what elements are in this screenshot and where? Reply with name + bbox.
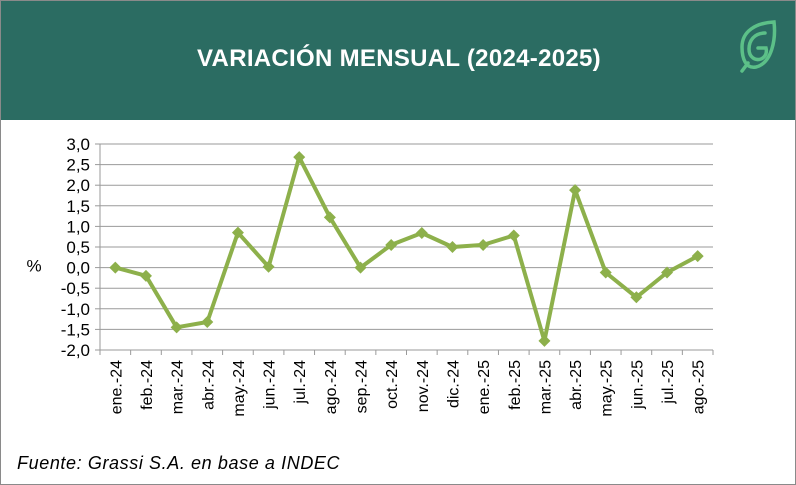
source-note: Fuente: Grassi S.A. en base a INDEC — [17, 453, 341, 473]
x-tick-label: jun.-24 — [262, 360, 279, 410]
x-tick-label: oct.-24 — [384, 360, 401, 409]
data-point — [661, 266, 674, 279]
data-point — [139, 269, 152, 282]
x-tick-label: abr.-25 — [568, 360, 585, 410]
y-tick-label: 1,5 — [66, 197, 90, 216]
data-point — [446, 241, 459, 253]
line-chart: 3,0 2,52,0 1,51,0 0,5 0,0-0,5 -1,0-1,5 -2,0% en… — [26, 135, 714, 417]
y-tick-label: 2,5 — [66, 156, 90, 175]
y-tick-label: 3,0 — [66, 135, 90, 154]
data-point — [262, 260, 275, 273]
y-tick-label: 0,0 — [66, 259, 90, 278]
x-tick-label: jul.-24 — [292, 360, 309, 405]
data-point — [109, 261, 122, 274]
x-tick-label: abr.-24 — [200, 360, 217, 410]
x-tick-label: ago.-25 — [691, 360, 708, 414]
data-point — [569, 184, 582, 197]
series-line — [114, 155, 699, 343]
data-point — [385, 238, 398, 251]
x-tick-label: ene.-25 — [476, 360, 493, 414]
data-point — [415, 226, 428, 239]
data-point — [538, 334, 551, 347]
x-tick-label: feb.-25 — [507, 360, 524, 410]
data-point — [354, 261, 367, 274]
y-tick-label: 0,5 — [66, 238, 90, 257]
data-point — [323, 211, 336, 224]
x-tick-label: jul.-25 — [660, 360, 677, 405]
x-tick-label: ago.-24 — [323, 360, 340, 414]
header-banner: VARIACIÓN MENSUAL (2024-2025) — [1, 1, 795, 120]
data-point — [477, 238, 490, 251]
data-point — [630, 291, 643, 304]
x-tick-label: feb.-24 — [139, 360, 156, 410]
data-point — [507, 229, 520, 242]
x-tick-label: jun.-25 — [629, 360, 646, 410]
data-point — [170, 321, 183, 334]
y-tick-label: 1,0 — [66, 217, 90, 236]
x-tick-label: mar.-25 — [537, 360, 554, 414]
x-tick-label: sep.-24 — [354, 360, 371, 413]
x-tick-label: nov.-24 — [415, 360, 432, 412]
x-tick-label: dic.-24 — [445, 360, 462, 408]
data-point — [201, 315, 214, 328]
y-tick-label: -1,0 — [61, 300, 90, 319]
y-tick-label: -0,5 — [61, 279, 90, 298]
data-point — [293, 151, 306, 164]
x-tick-label: mar.-24 — [170, 360, 187, 414]
y-tick-label: -2,0 — [61, 341, 90, 360]
data-point — [231, 226, 244, 239]
y-tick-label: -1,5 — [61, 320, 90, 339]
y-tick-label: 2,0 — [66, 176, 90, 195]
data-point — [599, 266, 612, 279]
x-tick-label: ene.-24 — [108, 360, 125, 414]
data-point — [691, 250, 704, 263]
x-tick-label: may.-24 — [231, 360, 248, 417]
y-axis-label: % — [26, 257, 41, 276]
leaf-g-logo-icon — [740, 20, 777, 73]
chart-title: VARIACIÓN MENSUAL (2024-2025) — [197, 45, 601, 72]
x-tick-label: may.-25 — [599, 360, 616, 417]
